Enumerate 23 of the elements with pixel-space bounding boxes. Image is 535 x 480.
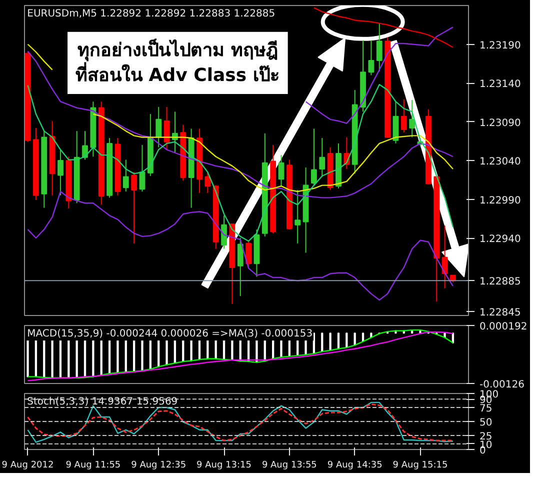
x-tick-label: 9 Aug 2012 [2,460,54,470]
x-tick-label: 9 Aug 11:55 [66,460,121,470]
x-tick-label: 9 Aug 15:15 [392,460,448,470]
x-tick-label: 9 Aug 13:55 [262,460,317,470]
y-tick-label: -0.00126 [480,380,524,390]
y-tick-label: 1.23090 [480,118,521,129]
ref-line-label: 1.22885 [480,276,521,288]
x-tick-label: 9 Aug 13:15 [196,460,252,470]
x-tick-label: 9 Aug 14:35 [327,460,382,470]
y-tick-label: 1.22990 [480,195,521,206]
chart-title: MACD(15,35,9) -0.000244 0.000026 =>MA(3) -0.000153 [27,328,313,340]
annotation: ทุกอย่างเป็นไปตาม ทฤษฎี ที่สอนใน Adv Class เป๊ะ [76,38,280,86]
chart-title: Stoch(5,3,3) 14.9367 15.9569 [27,396,178,408]
chart-title: EURUSDm,M5 1.22892 1.22892 1.22883 1.22885 [27,8,276,20]
y-tick-label: 75 [480,404,492,414]
y-tick-label: 0.000192 [480,322,528,332]
y-tick-label: 1.23190 [480,40,521,52]
y-tick-label: 50 [480,418,492,428]
x-tick-label: 9 Aug 12:35 [131,460,186,470]
y-tick-label: 1.22845 [480,308,521,319]
y-tick-label: 1.23140 [480,79,521,90]
y-tick-label: 1.22940 [480,234,521,245]
y-tick-label: 1.23040 [480,156,521,168]
